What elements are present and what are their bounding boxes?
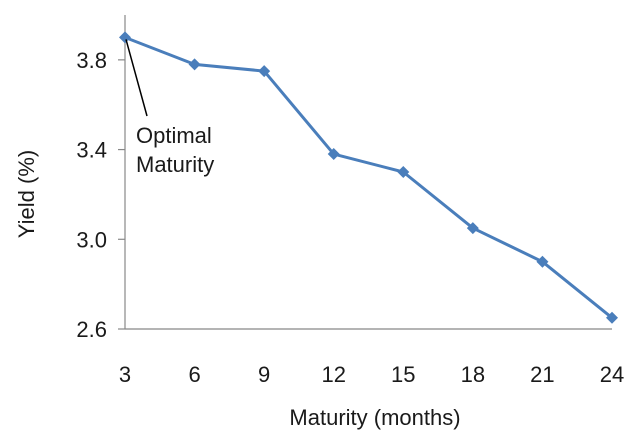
x-axis-title: Maturity (months) [289,405,460,430]
x-tick-label: 9 [258,362,270,387]
data-point [258,65,271,78]
x-tick-label: 6 [188,362,200,387]
annotation-text: Optimal [136,123,212,148]
y-tick-label: 3.8 [76,48,107,73]
annotation-text: Maturity [136,152,214,177]
data-point [397,166,410,178]
chart-series [119,31,618,324]
x-tick-label: 3 [119,362,131,387]
data-point [466,222,479,235]
data-point [188,58,201,71]
x-tick-label: 12 [321,362,345,387]
data-point [119,31,131,44]
y-tick-label: 3.0 [76,227,107,252]
annotation-leader-line [125,39,148,117]
y-axis-title: Yield (%) [14,150,39,238]
y-tick-label: 2.6 [76,317,107,342]
data-point [536,255,549,268]
x-tick-label: 24 [600,362,624,387]
x-tick-label: 15 [391,362,415,387]
data-point [606,311,618,324]
x-tick-label: 21 [530,362,554,387]
series-line [124,36,613,319]
chart-annotation: Optimal Maturity [125,39,214,177]
data-point [327,148,340,161]
x-tick-label: 18 [461,362,485,387]
chart-ticks: 2.6 3.0 3.4 3.8 3 6 9 12 15 18 21 24 [76,48,624,387]
chart-axes [124,15,612,330]
y-tick-label: 3.4 [76,138,107,163]
